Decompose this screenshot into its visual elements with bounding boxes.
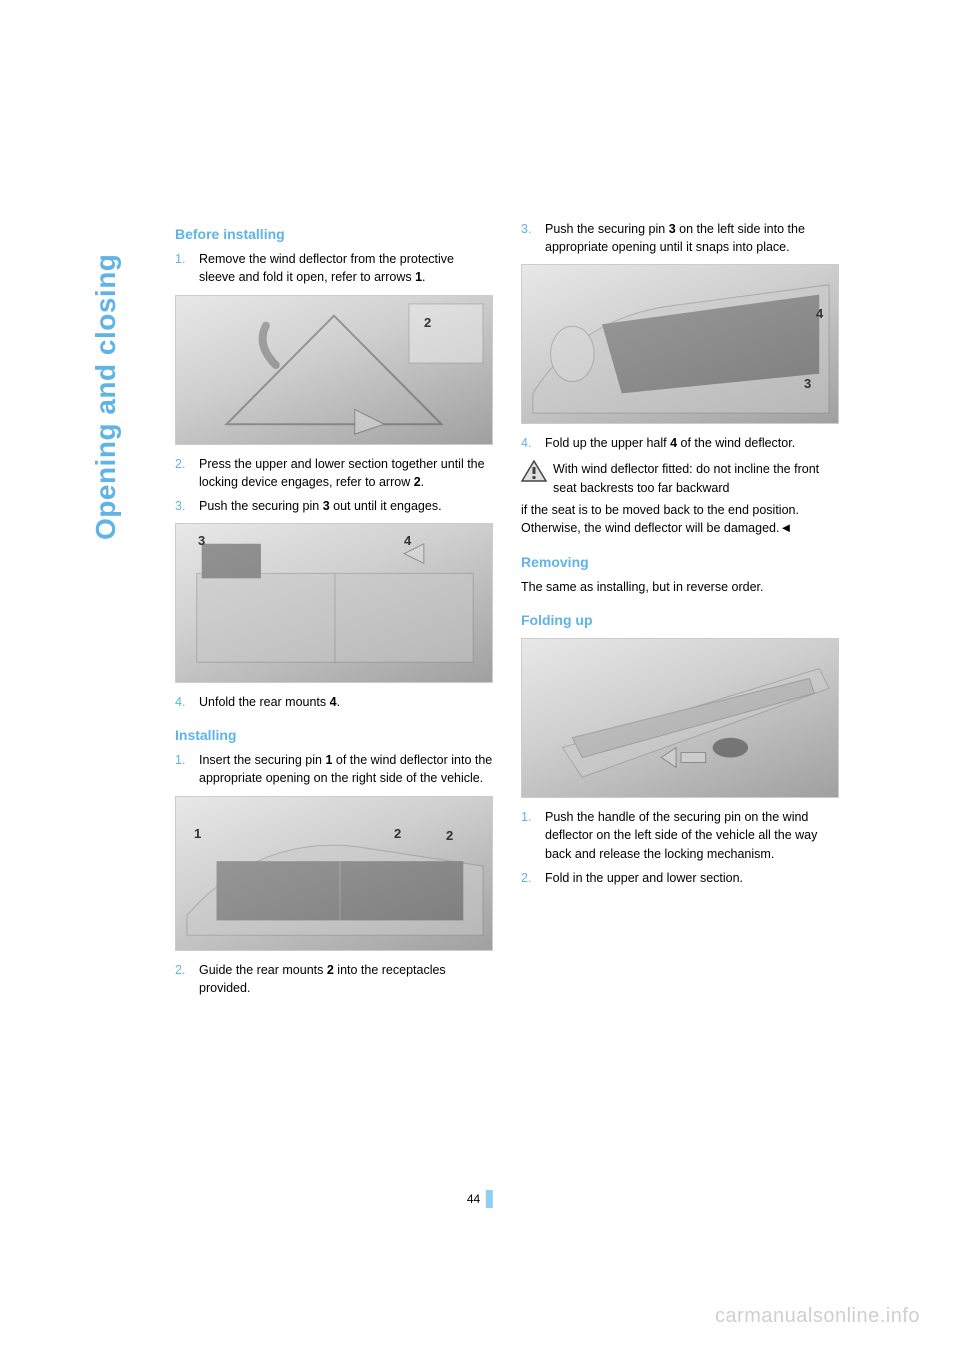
page-number-value: 44 (467, 1192, 480, 1206)
heading-removing: Removing (521, 552, 839, 572)
warning-icon (521, 460, 547, 482)
step-number: 2. (521, 869, 545, 887)
heading-folding-up: Folding up (521, 610, 839, 630)
step-number: 3. (175, 497, 199, 515)
step-text: Push the securing pin 3 on the left side… (545, 220, 839, 256)
step-1: 1. Remove the wind deflector from the pr… (175, 250, 493, 286)
step-number: 1. (175, 250, 199, 286)
install-step-2: 2. Guide the rear mounts 2 into the rece… (175, 961, 493, 997)
callout-1: 1 (194, 825, 201, 844)
illustration-icon (522, 639, 838, 797)
install-step-4: 4. Fold up the upper half 4 of the wind … (521, 434, 839, 452)
heading-installing: Installing (175, 725, 493, 745)
figure-5 (521, 638, 839, 798)
page-marker-icon (486, 1190, 493, 1208)
step-number: 2. (175, 455, 199, 491)
step-text: Press the upper and lower section togeth… (199, 455, 493, 491)
install-step-1: 1. Insert the securing pin 1 of the wind… (175, 751, 493, 787)
step-text: Remove the wind deflector from the prote… (199, 250, 493, 286)
column-right: 3. Push the securing pin 3 on the left s… (521, 220, 839, 1003)
step-3: 3. Push the securing pin 3 out until it … (175, 497, 493, 515)
step-text: Unfold the rear mounts 4. (199, 693, 493, 711)
watermark: carmanualsonline.info (715, 1305, 920, 1328)
illustration-icon (176, 296, 492, 444)
step-number: 4. (175, 693, 199, 711)
manual-page: Opening and closing Before installing 1.… (0, 0, 960, 1358)
content-columns: Before installing 1. Remove the wind def… (175, 220, 870, 1003)
illustration-icon (176, 524, 492, 682)
step-4: 4. Unfold the rear mounts 4. (175, 693, 493, 711)
step-text: Insert the securing pin 1 of the wind de… (199, 751, 493, 787)
step-2: 2. Press the upper and lower section tog… (175, 455, 493, 491)
callout-2b: 2 (446, 827, 453, 846)
figure-2: 3 4 (175, 523, 493, 683)
step-text: Fold in the upper and lower section. (545, 869, 839, 887)
illustration-icon (176, 797, 492, 950)
illustration-icon (522, 265, 838, 423)
warning-text: With wind deflector fitted: do not incli… (553, 460, 839, 496)
column-left: Before installing 1. Remove the wind def… (175, 220, 493, 1003)
fold-step-1: 1. Push the handle of the securing pin o… (521, 808, 839, 862)
step-text: Push the handle of the securing pin on t… (545, 808, 839, 862)
callout-2: 2 (424, 314, 431, 333)
callout-3: 3 (198, 532, 205, 551)
step-text: Push the securing pin 3 out until it eng… (199, 497, 493, 515)
figure-4: 4 3 (521, 264, 839, 424)
removing-text: The same as installing, but in reverse o… (521, 578, 839, 596)
page-number: 44 (467, 1190, 493, 1208)
step-number: 1. (175, 751, 199, 787)
warning-continued: if the seat is to be moved back to the e… (521, 501, 839, 538)
callout-3: 3 (804, 375, 811, 394)
figure-3: 1 2 2 (175, 796, 493, 951)
heading-before-installing: Before installing (175, 224, 493, 244)
callout-4: 4 (816, 305, 823, 324)
section-title: Opening and closing (90, 254, 122, 540)
step-number: 2. (175, 961, 199, 997)
callout-4: 4 (404, 532, 411, 551)
figure-1: 2 (175, 295, 493, 445)
warning-box: With wind deflector fitted: do not incli… (521, 460, 839, 496)
step-text: Fold up the upper half 4 of the wind def… (545, 434, 839, 452)
step-number: 3. (521, 220, 545, 256)
step-number: 1. (521, 808, 545, 862)
callout-2a: 2 (394, 825, 401, 844)
fold-step-2: 2. Fold in the upper and lower section. (521, 869, 839, 887)
install-step-3: 3. Push the securing pin 3 on the left s… (521, 220, 839, 256)
step-number: 4. (521, 434, 545, 452)
step-text: Guide the rear mounts 2 into the recepta… (199, 961, 493, 997)
